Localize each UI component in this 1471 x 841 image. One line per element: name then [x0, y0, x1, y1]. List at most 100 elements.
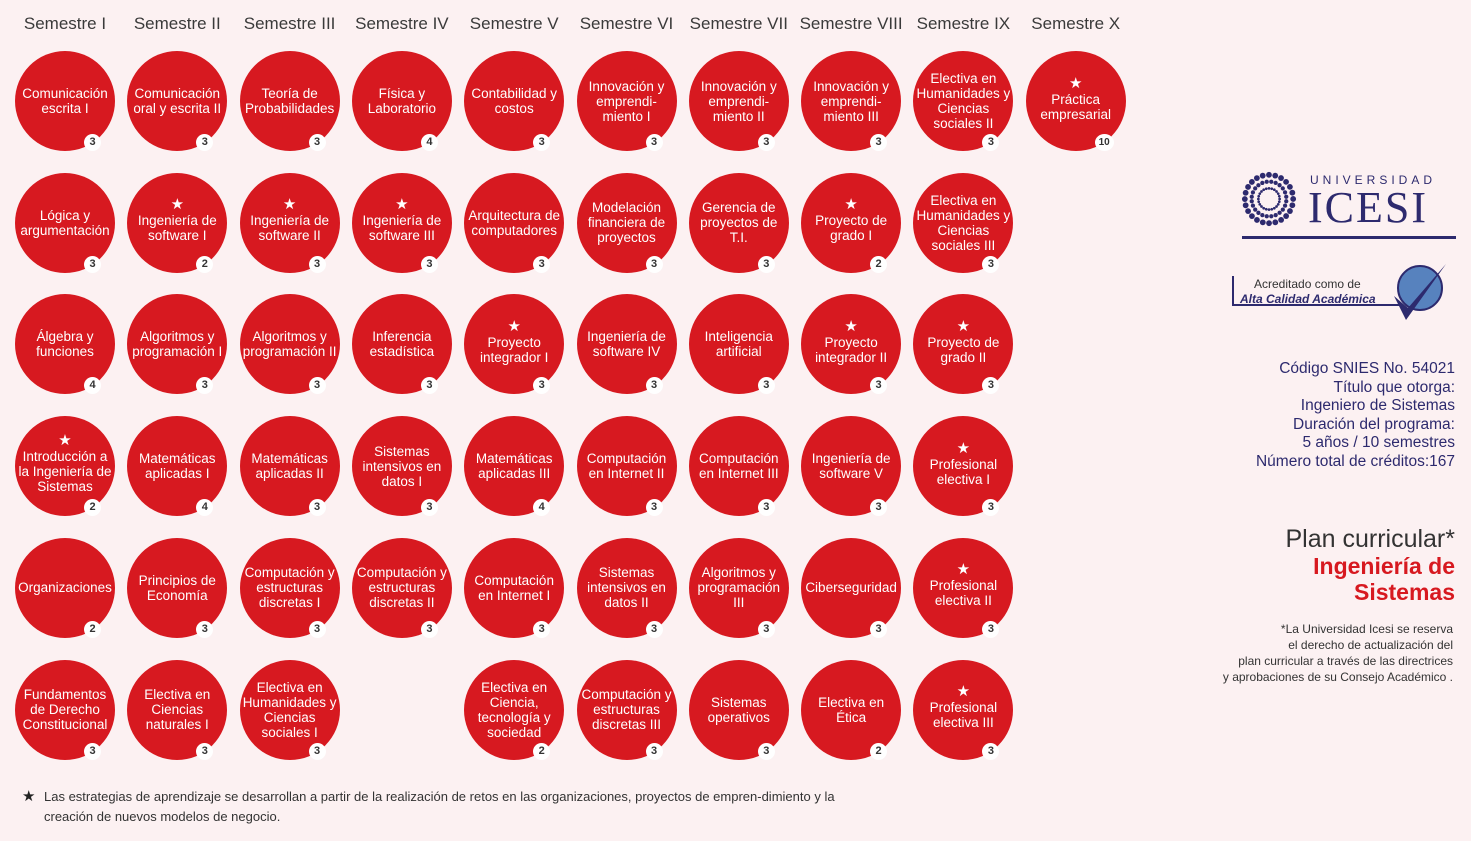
course-circle[interactable]: Innovación y emprendi-miento II 3 — [688, 51, 789, 151]
course-circle[interactable]: Electiva en Ciencia, tecnología y socied… — [464, 659, 565, 760]
course-circle[interactable]: Computación y estructuras discretas I 3 — [239, 537, 340, 638]
course-credits: 3 — [645, 134, 663, 151]
disclaimer-note: *La Universidad Icesi se reserva el dere… — [1223, 621, 1453, 685]
course-circle[interactable]: Comunicación oral y escrita II 3 — [127, 51, 228, 151]
title-value: Ingeniero de Sistemas — [1300, 397, 1455, 414]
semester-header: Semestre V — [469, 14, 559, 33]
course-credits: 3 — [982, 742, 1000, 760]
course-credits: 3 — [645, 620, 663, 638]
course-circle[interactable]: Algoritmos y programación I 3 — [127, 294, 228, 395]
course-credits: 3 — [533, 134, 551, 151]
course-name: Profesional electiva III — [929, 700, 998, 730]
course-credits: 2 — [84, 499, 101, 517]
semester-header: Semestre III — [243, 14, 336, 33]
course-circle[interactable]: Innovación y emprendi-miento I 3 — [576, 51, 677, 151]
course-name: Sistemas intensivos en datos II — [587, 565, 666, 611]
course-circle[interactable]: Lógica y argumentación 3 — [15, 172, 115, 273]
course-circle[interactable]: Computación y estructuras discretas III 3 — [576, 659, 677, 760]
course-circle[interactable]: Arquitectura de computadores 3 — [464, 172, 565, 273]
course-circle[interactable]: Sistemas intensivos en datos II 3 — [576, 537, 677, 638]
note-line2: el derecho de actualización del — [1288, 638, 1453, 652]
course-circle[interactable]: Modelación financiera de proyectos 3 — [576, 172, 677, 273]
course-circle[interactable]: Ciberseguridad 3 — [801, 537, 902, 638]
total-credits: Número total de créditos:167 — [1255, 452, 1455, 470]
course-circle[interactable]: Computación en Internet III 3 — [688, 416, 789, 517]
course-name: Computación y estructuras discretas II — [356, 565, 447, 611]
course-circle[interactable]: ★ Ingeniería de software III 3 — [351, 172, 452, 273]
course-circle[interactable]: Teoría de Probabilidades 3 — [239, 51, 340, 151]
course-circle[interactable]: Electiva en Humanidades y Ciencias socia… — [913, 172, 1014, 273]
course-circle[interactable]: ★ Introducción a la Ingeniería de Sistema… — [15, 416, 115, 517]
course-circle[interactable]: Gerencia de proyectos de T.I. 3 — [688, 172, 789, 273]
course-credits: 3 — [84, 134, 101, 151]
logo-rule — [1242, 236, 1456, 239]
course-credits: 3 — [645, 255, 663, 273]
course-credits: 3 — [308, 499, 326, 517]
course-circle[interactable]: Ingeniería de software IV 3 — [576, 294, 677, 395]
course-circle[interactable]: Electiva en Humanidades y Ciencias socia… — [239, 659, 340, 760]
course-circle[interactable]: Inteligencia artificial 3 — [688, 294, 789, 395]
course-circle[interactable]: Contabilidad y costos 3 — [464, 51, 565, 151]
course-name: Computación y estructuras discretas III — [581, 687, 672, 732]
course-circle[interactable]: Computación en Internet II 3 — [576, 416, 677, 517]
course-circle[interactable]: ★ Profesional electiva I 3 — [913, 416, 1014, 517]
note-line3: plan curricular a través de las directri… — [1238, 654, 1453, 668]
course-circle[interactable]: Matemáticas aplicadas III 4 — [464, 416, 565, 517]
course-circle[interactable]: ★ Ingeniería de software II 3 — [239, 172, 340, 273]
course-circle[interactable]: ★ Práctica empresarial 10 — [1025, 51, 1126, 151]
course-circle[interactable]: Electiva en Ciencias naturales I 3 — [127, 659, 228, 760]
course-name: Electiva en Humanidades y Ciencias socia… — [916, 192, 1011, 253]
snies-code: Código SNIES No. 54021 — [1279, 360, 1455, 377]
course-name: Práctica empresarial — [1040, 91, 1111, 122]
icesi-logo: UNIVERSIDAD ICESI — [1240, 170, 1458, 242]
course-circle[interactable]: ★ Proyecto de grado I 2 — [801, 172, 902, 273]
course-credits: 4 — [196, 499, 214, 517]
accreditation-badge: Acreditado como de Alta Calidad Académic… — [1230, 258, 1450, 324]
course-circle[interactable]: ★ Proyecto de grado II 3 — [913, 294, 1014, 395]
course-circle[interactable]: Sistemas operativos 3 — [688, 659, 789, 760]
course-name: Principios de Economía — [138, 572, 216, 603]
course-circle[interactable]: Innovación y emprendi-miento III 3 — [801, 51, 902, 151]
course-credits: 4 — [84, 377, 101, 395]
course-circle[interactable]: Algoritmos y programación II 3 — [239, 294, 340, 395]
course-circle[interactable]: Ingeniería de software V 3 — [801, 416, 902, 517]
course-credits: 2 — [196, 255, 214, 273]
course-circle[interactable]: Principios de Economía 3 — [127, 537, 228, 638]
course-circle[interactable]: ★ Proyecto integrador II 3 — [801, 294, 902, 395]
course-circle[interactable]: Computación en Internet I 3 — [464, 537, 565, 638]
course-circle[interactable]: ★ Ingeniería de software I 2 — [127, 172, 228, 273]
course-circle[interactable]: Física y Laboratorio 4 — [351, 51, 452, 151]
course-circle[interactable]: Organizaciones 2 — [15, 537, 115, 638]
challenge-star-icon: ★ — [282, 196, 297, 214]
course-circle[interactable]: Álgebra y funciones 4 — [15, 294, 115, 395]
course-circle[interactable]: Matemáticas aplicadas II 3 — [239, 416, 340, 517]
course-circle[interactable]: Comunicación escrita I 3 — [15, 51, 115, 151]
course-credits: 3 — [308, 255, 326, 273]
course-name: Inferencia estadística — [369, 329, 435, 360]
course-credits: 3 — [757, 255, 775, 273]
course-circle[interactable]: ★ Proyecto integrador I 3 — [464, 294, 565, 395]
curriculum-grid: Semestre I Semestre II Semestre III Semestr… — [15, 14, 1126, 760]
accreditation-line1: Acreditado como de — [1254, 277, 1361, 291]
course-credits: 3 — [420, 377, 438, 395]
course-name: Contabilidad y costos — [471, 86, 557, 116]
course-circle[interactable]: Computación y estructuras discretas II 3 — [351, 537, 452, 638]
course-name: Lógica y argumentación — [20, 207, 110, 238]
course-credits: 3 — [84, 742, 101, 760]
course-circle[interactable]: Electiva en Humanidades y Ciencias socia… — [913, 51, 1014, 151]
course-credits: 2 — [84, 620, 101, 638]
course-circle[interactable]: Algoritmos y programación III 3 — [688, 537, 789, 638]
course-circle[interactable]: Electiva en Ética 2 — [801, 659, 902, 760]
course-name: Electiva en Humanidades y Ciencias socia… — [242, 679, 337, 740]
course-circle[interactable]: ★ Profesional electiva II 3 — [913, 537, 1014, 638]
title-label: Título que otorga: — [1333, 378, 1456, 396]
course-circle[interactable]: Inferencia estadística 3 — [351, 294, 452, 395]
course-circle[interactable]: ★ Profesional electiva III 3 — [913, 659, 1014, 760]
course-circle[interactable]: Matemáticas aplicadas I 4 — [127, 416, 228, 517]
semester-header: Semestre VII — [689, 14, 788, 33]
course-circle[interactable]: Fundamentos de Derecho Constitucional 3 — [15, 659, 115, 760]
course-credits: 2 — [870, 255, 888, 273]
course-credits: 3 — [870, 499, 888, 517]
course-circle[interactable]: Sistemas intensivos en datos I 3 — [351, 416, 452, 517]
course-name: Matemáticas aplicadas III — [475, 451, 553, 482]
